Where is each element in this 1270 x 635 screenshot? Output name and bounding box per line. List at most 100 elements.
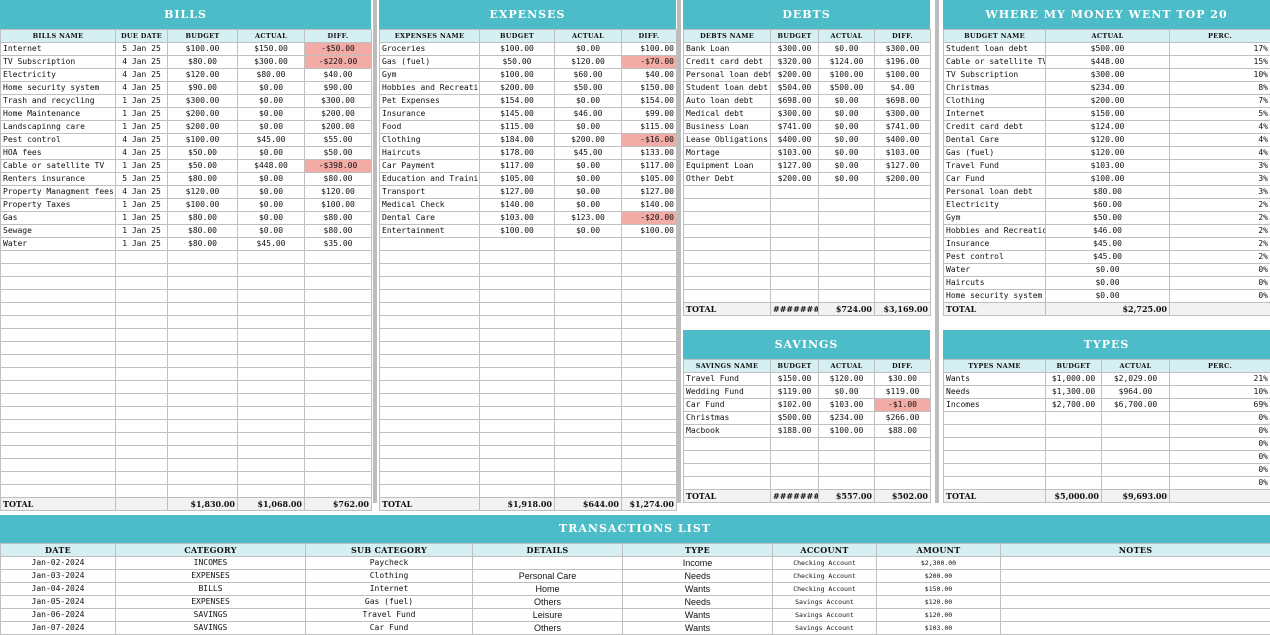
bills-empty-cell[interactable] — [115, 380, 168, 394]
bills-cell[interactable]: $45.00 — [237, 133, 305, 147]
types-cell[interactable]: 0% — [1169, 450, 1270, 464]
transactions-cell[interactable]: Leisure — [472, 608, 623, 622]
expenses-empty-cell[interactable] — [479, 393, 555, 407]
expenses-cell[interactable]: Gas (fuel) — [379, 55, 480, 69]
bills-cell[interactable]: Landscapinng care — [0, 120, 116, 134]
top20-cell[interactable]: TV Subscription — [943, 68, 1046, 82]
expenses-empty-cell[interactable] — [479, 250, 555, 264]
expenses-cell[interactable]: $140.00 — [479, 198, 555, 212]
expenses-cell[interactable]: Clothing — [379, 133, 480, 147]
top20-cell[interactable]: 15% — [1169, 55, 1270, 69]
top20-cell[interactable]: 4% — [1169, 133, 1270, 147]
bills-empty-cell[interactable] — [167, 380, 238, 394]
top20-cell[interactable]: 5% — [1169, 107, 1270, 121]
expenses-empty-cell[interactable] — [479, 419, 555, 433]
bills-empty-cell[interactable] — [304, 328, 372, 342]
bills-cell[interactable]: Home security system — [0, 81, 116, 95]
expenses-empty-cell[interactable] — [379, 432, 480, 446]
debts-cell[interactable]: Auto loan debt — [683, 94, 771, 108]
expenses-empty-cell[interactable] — [554, 237, 622, 251]
transactions-cell[interactable]: $120.00 — [876, 595, 1001, 609]
expenses-cell[interactable]: $0.00 — [554, 224, 622, 238]
expenses-empty-cell[interactable] — [554, 276, 622, 290]
types-cell[interactable]: Needs — [943, 385, 1046, 399]
bills-cell[interactable]: 1 Jan 25 — [115, 159, 168, 173]
savings-empty-cell[interactable] — [874, 450, 931, 464]
top20-cell[interactable]: $500.00 — [1045, 42, 1170, 56]
debts-cell[interactable]: $4.00 — [874, 81, 931, 95]
bills-cell[interactable]: Gas — [0, 211, 116, 225]
transactions-cell[interactable]: SAVINGS — [115, 608, 306, 622]
types-cell[interactable]: 0% — [1169, 424, 1270, 438]
types-cell[interactable] — [1045, 463, 1102, 477]
expenses-cell[interactable]: -$16.00 — [621, 133, 677, 147]
transactions-cell[interactable]: Others — [472, 621, 623, 635]
debts-empty-cell[interactable] — [683, 211, 771, 225]
debts-cell[interactable]: $0.00 — [818, 107, 875, 121]
bills-empty-cell[interactable] — [0, 315, 116, 329]
bills-cell[interactable]: $80.00 — [167, 211, 238, 225]
expenses-cell[interactable]: $105.00 — [479, 172, 555, 186]
savings-empty-cell[interactable] — [818, 463, 875, 477]
bills-empty-cell[interactable] — [115, 367, 168, 381]
bills-cell[interactable]: $150.00 — [237, 42, 305, 56]
expenses-cell[interactable]: $127.00 — [621, 185, 677, 199]
debts-cell[interactable]: $300.00 — [770, 107, 819, 121]
bills-cell[interactable]: 4 Jan 25 — [115, 185, 168, 199]
debts-empty-cell[interactable] — [874, 250, 931, 264]
expenses-empty-cell[interactable] — [379, 354, 480, 368]
top20-cell[interactable]: 0% — [1169, 289, 1270, 303]
debts-cell[interactable]: $124.00 — [818, 55, 875, 69]
top20-cell[interactable]: 2% — [1169, 250, 1270, 264]
expenses-empty-cell[interactable] — [379, 393, 480, 407]
types-cell[interactable]: 0% — [1169, 411, 1270, 425]
bills-cell[interactable]: $100.00 — [167, 42, 238, 56]
types-cell[interactable] — [943, 424, 1046, 438]
bills-cell[interactable]: $0.00 — [237, 224, 305, 238]
debts-cell[interactable]: Bank Loan — [683, 42, 771, 56]
debts-empty-cell[interactable] — [818, 289, 875, 303]
bills-empty-cell[interactable] — [115, 354, 168, 368]
transactions-cell[interactable]: Paycheck — [305, 556, 473, 570]
expenses-empty-cell[interactable] — [379, 328, 480, 342]
expenses-cell[interactable]: Groceries — [379, 42, 480, 56]
expenses-empty-cell[interactable] — [379, 250, 480, 264]
expenses-cell[interactable]: -$20.00 — [621, 211, 677, 225]
debts-total-cell[interactable]: $3,169.00 — [874, 302, 931, 316]
savings-cell[interactable]: Wedding Fund — [683, 385, 771, 399]
expenses-empty-cell[interactable] — [621, 289, 677, 303]
expenses-cell[interactable]: $120.00 — [554, 55, 622, 69]
savings-cell[interactable]: $120.00 — [818, 372, 875, 386]
transactions-cell[interactable]: EXPENSES — [115, 569, 306, 583]
debts-empty-cell[interactable] — [683, 250, 771, 264]
expenses-cell[interactable]: $115.00 — [621, 120, 677, 134]
top20-cell[interactable]: $124.00 — [1045, 120, 1170, 134]
transactions-cell[interactable] — [1000, 621, 1270, 635]
expenses-cell[interactable]: Dental Care — [379, 211, 480, 225]
expenses-empty-cell[interactable] — [479, 380, 555, 394]
bills-cell[interactable]: Water — [0, 237, 116, 251]
expenses-cell[interactable]: Education and Training — [379, 172, 480, 186]
debts-cell[interactable]: $400.00 — [770, 133, 819, 147]
expenses-cell[interactable]: $100.00 — [621, 42, 677, 56]
expenses-empty-cell[interactable] — [379, 406, 480, 420]
bills-empty-cell[interactable] — [304, 458, 372, 472]
debts-empty-cell[interactable] — [770, 276, 819, 290]
top20-cell[interactable]: Internet — [943, 107, 1046, 121]
expenses-empty-cell[interactable] — [621, 458, 677, 472]
debts-total-cell[interactable]: ####### — [770, 302, 819, 316]
types-cell[interactable]: Incomes — [943, 398, 1046, 412]
expenses-cell[interactable]: $154.00 — [479, 94, 555, 108]
expenses-empty-cell[interactable] — [554, 250, 622, 264]
bills-cell[interactable]: Home Maintenance — [0, 107, 116, 121]
expenses-empty-cell[interactable] — [479, 458, 555, 472]
top20-cell[interactable]: Electricity — [943, 198, 1046, 212]
bills-cell[interactable]: $80.00 — [304, 224, 372, 238]
transactions-cell[interactable]: SAVINGS — [115, 621, 306, 635]
transactions-cell[interactable]: Home — [472, 582, 623, 596]
expenses-empty-cell[interactable] — [554, 393, 622, 407]
bills-cell[interactable]: $300.00 — [167, 94, 238, 108]
bills-cell[interactable]: 1 Jan 25 — [115, 120, 168, 134]
types-cell[interactable]: $964.00 — [1101, 385, 1170, 399]
debts-empty-cell[interactable] — [770, 250, 819, 264]
